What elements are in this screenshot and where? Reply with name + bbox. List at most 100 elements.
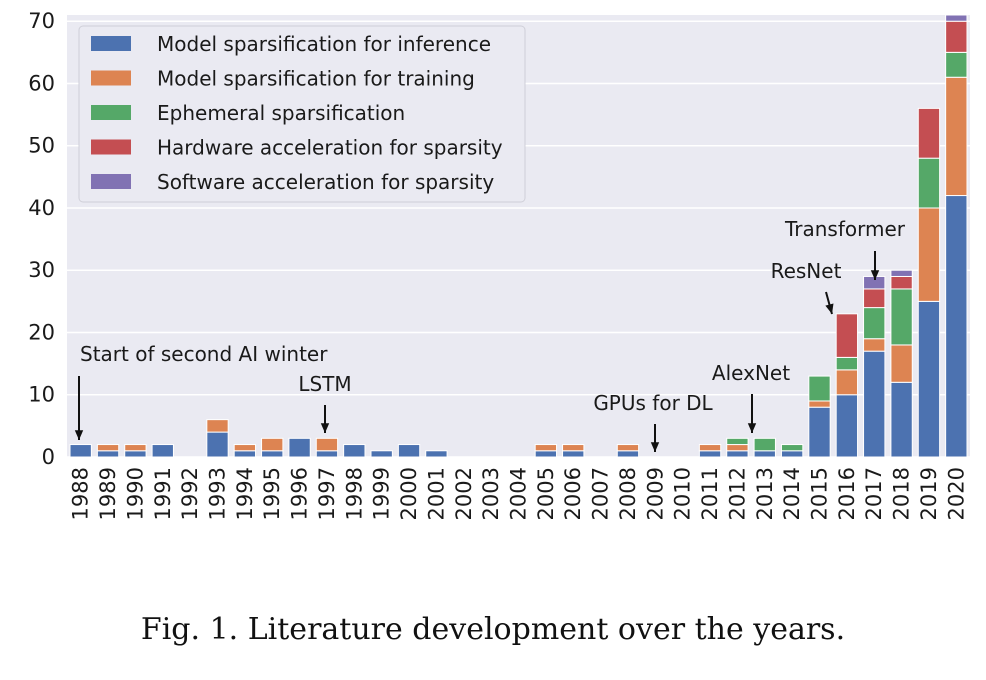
- bar-segment: [863, 288, 886, 309]
- bar-segment: [726, 444, 749, 452]
- x-tick-label: 2004: [507, 467, 531, 520]
- annotation-label: Start of second AI winter: [80, 342, 328, 366]
- bar-segment: [726, 437, 749, 446]
- y-tick-label: 40: [28, 196, 55, 220]
- legend-label: Ephemeral sparsification: [157, 101, 405, 125]
- annotation-label: AlexNet: [712, 361, 790, 385]
- annotation-label: ResNet: [771, 259, 842, 283]
- x-tick-label: 2018: [890, 467, 914, 520]
- bars-group: [69, 14, 968, 458]
- legend-box: [78, 25, 526, 203]
- x-tick-label: 2005: [534, 467, 558, 520]
- legend-swatch: [91, 139, 131, 155]
- bar-segment: [534, 450, 558, 458]
- x-tick-label: 2011: [698, 467, 722, 520]
- x-tick-label: 1988: [69, 467, 93, 520]
- bar-segment: [562, 450, 585, 458]
- y-tick-label: 10: [28, 383, 55, 407]
- x-tick-label: 1997: [315, 467, 339, 520]
- bar-segment: [397, 444, 421, 458]
- x-tick-label: 2012: [725, 467, 749, 520]
- x-tick-label: 2002: [452, 467, 476, 520]
- x-tick-label: 2010: [671, 467, 695, 520]
- x-tick-label: 2020: [944, 467, 968, 520]
- bar-segment: [288, 437, 311, 458]
- bar-segment: [124, 444, 147, 452]
- bar-segment: [863, 307, 886, 340]
- bar-segment: [124, 450, 147, 458]
- bar-segment: [315, 450, 339, 458]
- x-tick-label: 2003: [479, 467, 503, 520]
- annotations-group: Start of second AI winter LSTM GPUs for DL…: [74, 217, 906, 452]
- x-axis-tick-labels: 1988 1989 1990 1991 1992 1993 1994 1995 1996 1997…: [69, 467, 969, 520]
- annotation-arrowhead: [870, 270, 880, 280]
- legend-label: Hardware acceleration for sparsity: [157, 136, 503, 160]
- bar-segment: [206, 419, 229, 433]
- bar-segment: [96, 444, 120, 452]
- legend-label: Software acceleration for sparsity: [157, 170, 494, 194]
- bar-segment: [562, 444, 585, 452]
- bar-segment: [863, 338, 886, 352]
- x-tick-label: 2014: [780, 467, 804, 520]
- bar-segment: [808, 375, 831, 402]
- bar-segment: [808, 406, 831, 458]
- bar-segment: [206, 431, 229, 458]
- x-tick-label: 1991: [151, 467, 175, 520]
- bar-segment: [780, 444, 804, 452]
- bar-segment: [890, 288, 913, 346]
- x-tick-label: 2007: [589, 467, 613, 520]
- bar-segment: [835, 369, 859, 396]
- annotation-arrowhead: [74, 430, 84, 440]
- bar-segment: [945, 51, 968, 78]
- x-tick-label: 2017: [862, 467, 886, 520]
- legend-swatch: [91, 174, 131, 189]
- bar-segment: [698, 444, 722, 452]
- bar-segment: [945, 20, 968, 53]
- legend-swatch: [91, 70, 131, 86]
- legend-swatch: [91, 105, 131, 120]
- legend: Model sparsification for inference Model …: [78, 25, 526, 203]
- bar-segment: [808, 400, 831, 408]
- bar-segment: [945, 195, 968, 458]
- x-tick-label: 2019: [917, 467, 941, 520]
- bar-segment: [370, 450, 393, 458]
- bar-segment: [780, 450, 804, 458]
- legend-label: Model sparsification for inference: [157, 32, 491, 56]
- bar-segment: [753, 450, 776, 458]
- bar-segment: [890, 344, 913, 383]
- x-tick-label: 1992: [178, 467, 202, 520]
- y-tick-label: 50: [28, 134, 55, 158]
- x-tick-label: 2001: [424, 467, 448, 520]
- x-tick-label: 2009: [643, 467, 667, 520]
- y-tick-label: 30: [28, 258, 55, 282]
- legend-label: Model sparsification for training: [157, 67, 475, 91]
- y-tick-label: 20: [28, 320, 55, 344]
- bar-segment: [945, 14, 968, 22]
- x-tick-label: 1990: [123, 467, 147, 520]
- bar-segment: [753, 437, 776, 452]
- bar-segment: [726, 450, 749, 458]
- x-tick-label: 2016: [835, 467, 859, 520]
- x-tick-label: 1993: [206, 467, 230, 520]
- bar-segment: [945, 76, 968, 197]
- bar-segment: [534, 444, 558, 452]
- bar-segment: [425, 450, 448, 458]
- x-tick-label: 2013: [753, 467, 777, 520]
- bar-segment: [616, 444, 640, 452]
- bar-segment: [863, 350, 886, 458]
- stacked-bar-chart: 0 10 20 30 40 50 60 70 1988 1989 1990 1991 1992 1993…: [28, 9, 970, 520]
- bar-segment: [890, 275, 913, 290]
- bar-segment: [698, 450, 722, 458]
- annotation-arrowhead: [320, 423, 330, 433]
- bar-segment: [917, 207, 941, 302]
- y-axis-tick-labels: 0 10 20 30 40 50 60 70: [28, 9, 55, 469]
- bar-segment: [233, 450, 257, 458]
- x-tick-label: 1994: [233, 467, 257, 520]
- bar-segment: [917, 300, 941, 458]
- x-tick-label: 2000: [397, 467, 421, 520]
- bar-segment: [96, 450, 120, 458]
- bar-segment: [835, 356, 859, 371]
- y-tick-label: 0: [42, 445, 55, 469]
- x-tick-label: 2008: [616, 467, 640, 520]
- bar-segment: [890, 381, 913, 458]
